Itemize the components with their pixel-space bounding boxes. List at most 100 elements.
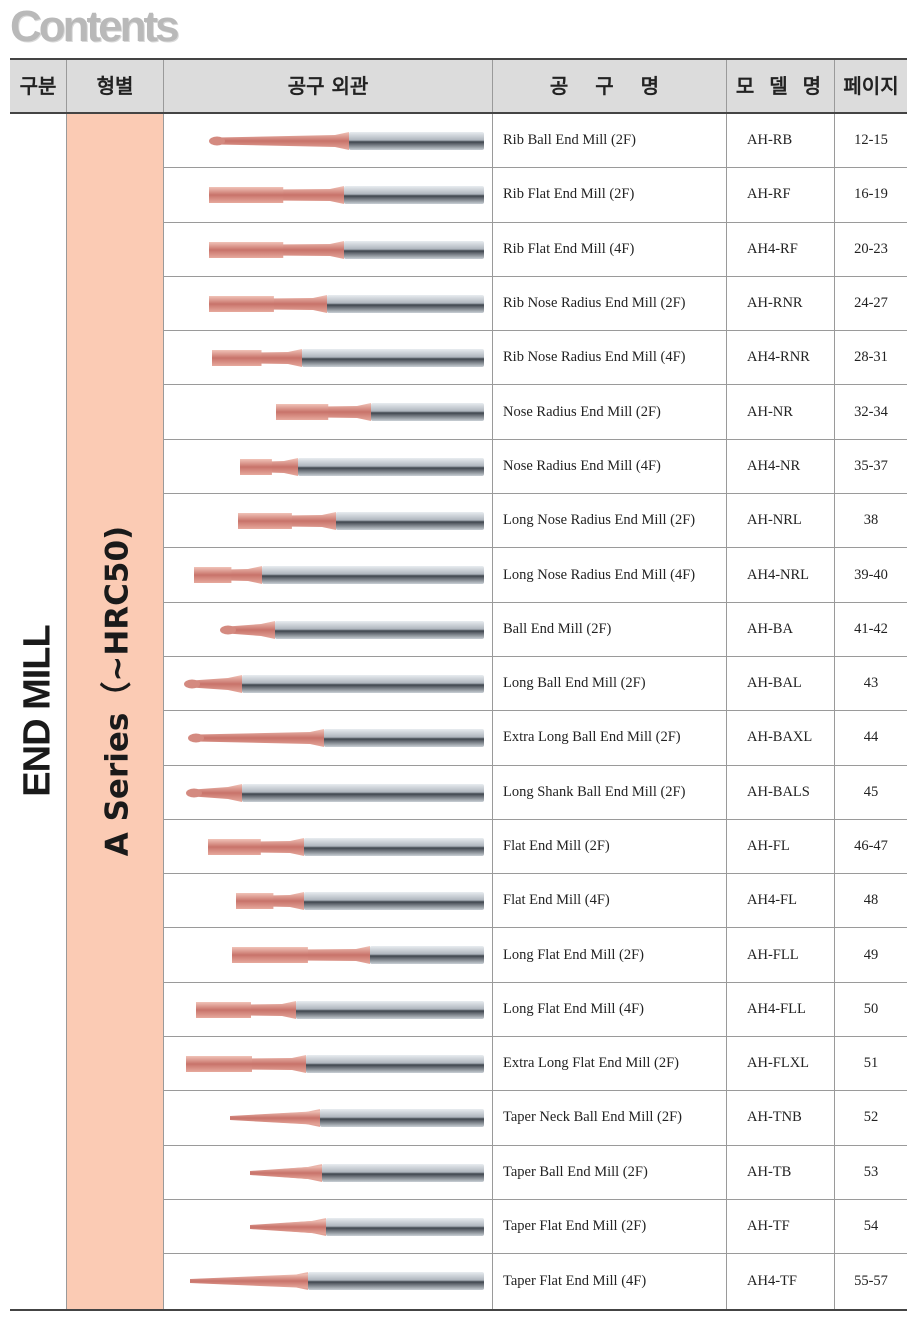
table-row: Long Nose Radius End Mill (2F) AH-NRL 38 xyxy=(164,494,907,549)
model-name: AH-RF xyxy=(727,168,835,222)
tool-name: Flat End Mill (4F) xyxy=(493,874,727,928)
tool-name: Taper Flat End Mill (4F) xyxy=(493,1254,727,1309)
tool-image-cell xyxy=(164,439,493,494)
taper-flat-end-mill-icon xyxy=(250,1217,484,1236)
flat-end-mill-icon xyxy=(208,837,484,856)
tool-name: Extra Long Flat End Mill (2F) xyxy=(493,1037,727,1091)
rib-ball-end-mill-icon xyxy=(209,132,484,150)
tool-image-cell xyxy=(164,1254,493,1309)
page-title: Contents xyxy=(10,2,180,51)
table-row: Flat End Mill (2F) AH-FL 46-47 xyxy=(164,819,907,875)
tool-name: Taper Ball End Mill (2F) xyxy=(493,1145,727,1199)
model-name: AH-FLL xyxy=(727,928,835,982)
flat-end-mill-4f-icon xyxy=(236,892,484,911)
table-row: Flat End Mill (4F) AH4-FL 48 xyxy=(164,874,907,929)
model-name: AH-FL xyxy=(727,819,835,874)
tool-image-cell xyxy=(164,1145,493,1199)
tool-name: Taper Neck Ball End Mill (2F) xyxy=(493,1091,727,1145)
page-number: 12-15 xyxy=(854,132,888,149)
page-number: 28-31 xyxy=(854,349,888,366)
tool-name: Nose Radius End Mill (4F) xyxy=(493,439,727,494)
ball-end-mill-icon xyxy=(220,620,484,639)
tool-image-cell xyxy=(164,928,493,982)
model-name: AH-TF xyxy=(727,1199,835,1254)
tool-image-cell xyxy=(164,548,493,602)
page-number: 43 xyxy=(863,675,879,692)
model-name: AH-NR xyxy=(727,385,835,439)
model-name: AH-RNR xyxy=(727,276,835,331)
long-nose-radius-end-mill-icon xyxy=(238,512,484,531)
tool-image-cell xyxy=(164,114,493,168)
table-row: Taper Flat End Mill (4F) AH4-TF 55-57 xyxy=(164,1254,907,1309)
tool-name: Long Nose Radius End Mill (4F) xyxy=(493,548,727,602)
table-row: Rib Ball End Mill (2F) AH-RB 12-15 xyxy=(164,114,907,169)
tool-name: Long Flat End Mill (2F) xyxy=(493,928,727,982)
tool-image-cell xyxy=(164,819,493,874)
header-appearance: 공구 외관 xyxy=(164,60,493,112)
long-flat-end-mill-4f-icon xyxy=(196,1000,484,1019)
page-number: 44 xyxy=(863,729,879,746)
tool-image-cell xyxy=(164,602,493,656)
tool-name: Nose Radius End Mill (2F) xyxy=(493,385,727,439)
long-nose-radius-end-mill-4f-icon xyxy=(194,566,484,585)
tool-name: Rib Ball End Mill (2F) xyxy=(493,114,727,168)
table-row: Rib Flat End Mill (4F) AH4-RF 20-23 xyxy=(164,222,907,277)
table-row: Rib Nose Radius End Mill (4F) AH4-RNR 28-3… xyxy=(164,331,907,386)
tool-name: Extra Long Ball End Mill (2F) xyxy=(493,711,727,765)
table-row: Rib Flat End Mill (2F) AH-RF 16-19 xyxy=(164,168,907,223)
tool-image-cell xyxy=(164,874,493,928)
tool-image-cell xyxy=(164,1037,493,1091)
page-number: 46-47 xyxy=(854,838,888,854)
page-number: 32-34 xyxy=(854,403,888,420)
table-row: Long Nose Radius End Mill (4F) AH4-NRL 39-… xyxy=(164,548,907,603)
rib-nose-radius-end-mill-4f-icon xyxy=(212,349,484,368)
table-header: 구분 형별 공구 외관 공 구 명 모 델 명 페이지 xyxy=(10,58,907,114)
table-row: Taper Flat End Mill (2F) AH-TF 54 xyxy=(164,1199,907,1255)
rib-nose-radius-end-mill-icon xyxy=(209,294,484,313)
table-row: Long Flat End Mill (2F) AH-FLL 49 xyxy=(164,928,907,983)
model-name: AH-TNB xyxy=(727,1091,835,1145)
tool-image-cell xyxy=(164,765,493,819)
model-name: AH4-NR xyxy=(727,439,835,494)
page-number: 55-57 xyxy=(854,1272,888,1289)
tool-image-cell xyxy=(164,1091,493,1145)
table-body: END MILL A Series（~HRC50) Ri xyxy=(10,114,907,1311)
series-label: A Series（~HRC50) xyxy=(99,525,136,857)
tool-image-cell xyxy=(164,711,493,765)
page-number: 39-40 xyxy=(854,566,888,583)
extra-long-ball-end-mill-icon xyxy=(188,729,484,748)
model-name: AH-TB xyxy=(727,1145,835,1199)
model-name: AH4-RF xyxy=(727,222,835,276)
tool-image-cell xyxy=(164,656,493,711)
model-name: AH4-FL xyxy=(727,874,835,928)
rib-flat-end-mill-4f-icon xyxy=(209,240,484,259)
long-ball-end-mill-icon xyxy=(184,674,484,693)
page-number: 54 xyxy=(863,1218,879,1235)
tool-name: Rib Flat End Mill (2F) xyxy=(493,168,727,222)
page-number: 16-19 xyxy=(854,186,888,203)
model-name: AH-BA xyxy=(727,602,835,656)
model-name: AH-BALS xyxy=(727,765,835,819)
long-flat-end-mill-icon xyxy=(232,946,484,965)
page-number: 49 xyxy=(863,946,879,963)
tool-image-cell xyxy=(164,385,493,439)
table-row: Long Shank Ball End Mill (2F) AH-BALS 45 xyxy=(164,765,907,820)
series-column: A Series（~HRC50) xyxy=(67,114,164,1309)
table-row: Rib Nose Radius End Mill (2F) AH-RNR 24-27 xyxy=(164,276,907,332)
taper-neck-ball-end-mill-icon xyxy=(230,1109,484,1128)
page-number: 51 xyxy=(863,1055,879,1072)
page-number: 38 xyxy=(863,512,879,529)
header-model-name: 모 델 명 xyxy=(727,60,835,112)
tool-name: Taper Flat End Mill (2F) xyxy=(493,1199,727,1254)
page-number: 52 xyxy=(863,1109,879,1126)
tool-name: Long Shank Ball End Mill (2F) xyxy=(493,765,727,819)
tool-name: Long Nose Radius End Mill (2F) xyxy=(493,494,727,548)
table-row: Taper Ball End Mill (2F) AH-TB 53 xyxy=(164,1145,907,1200)
page-number: 41-42 xyxy=(854,620,888,637)
table-row: Nose Radius End Mill (4F) AH4-NR 35-37 xyxy=(164,439,907,495)
model-name: AH-BAL xyxy=(727,656,835,711)
tool-image-cell xyxy=(164,276,493,331)
page-number: 45 xyxy=(863,783,879,800)
model-name: AH4-TF xyxy=(727,1254,835,1309)
taper-ball-end-mill-icon xyxy=(250,1163,484,1182)
